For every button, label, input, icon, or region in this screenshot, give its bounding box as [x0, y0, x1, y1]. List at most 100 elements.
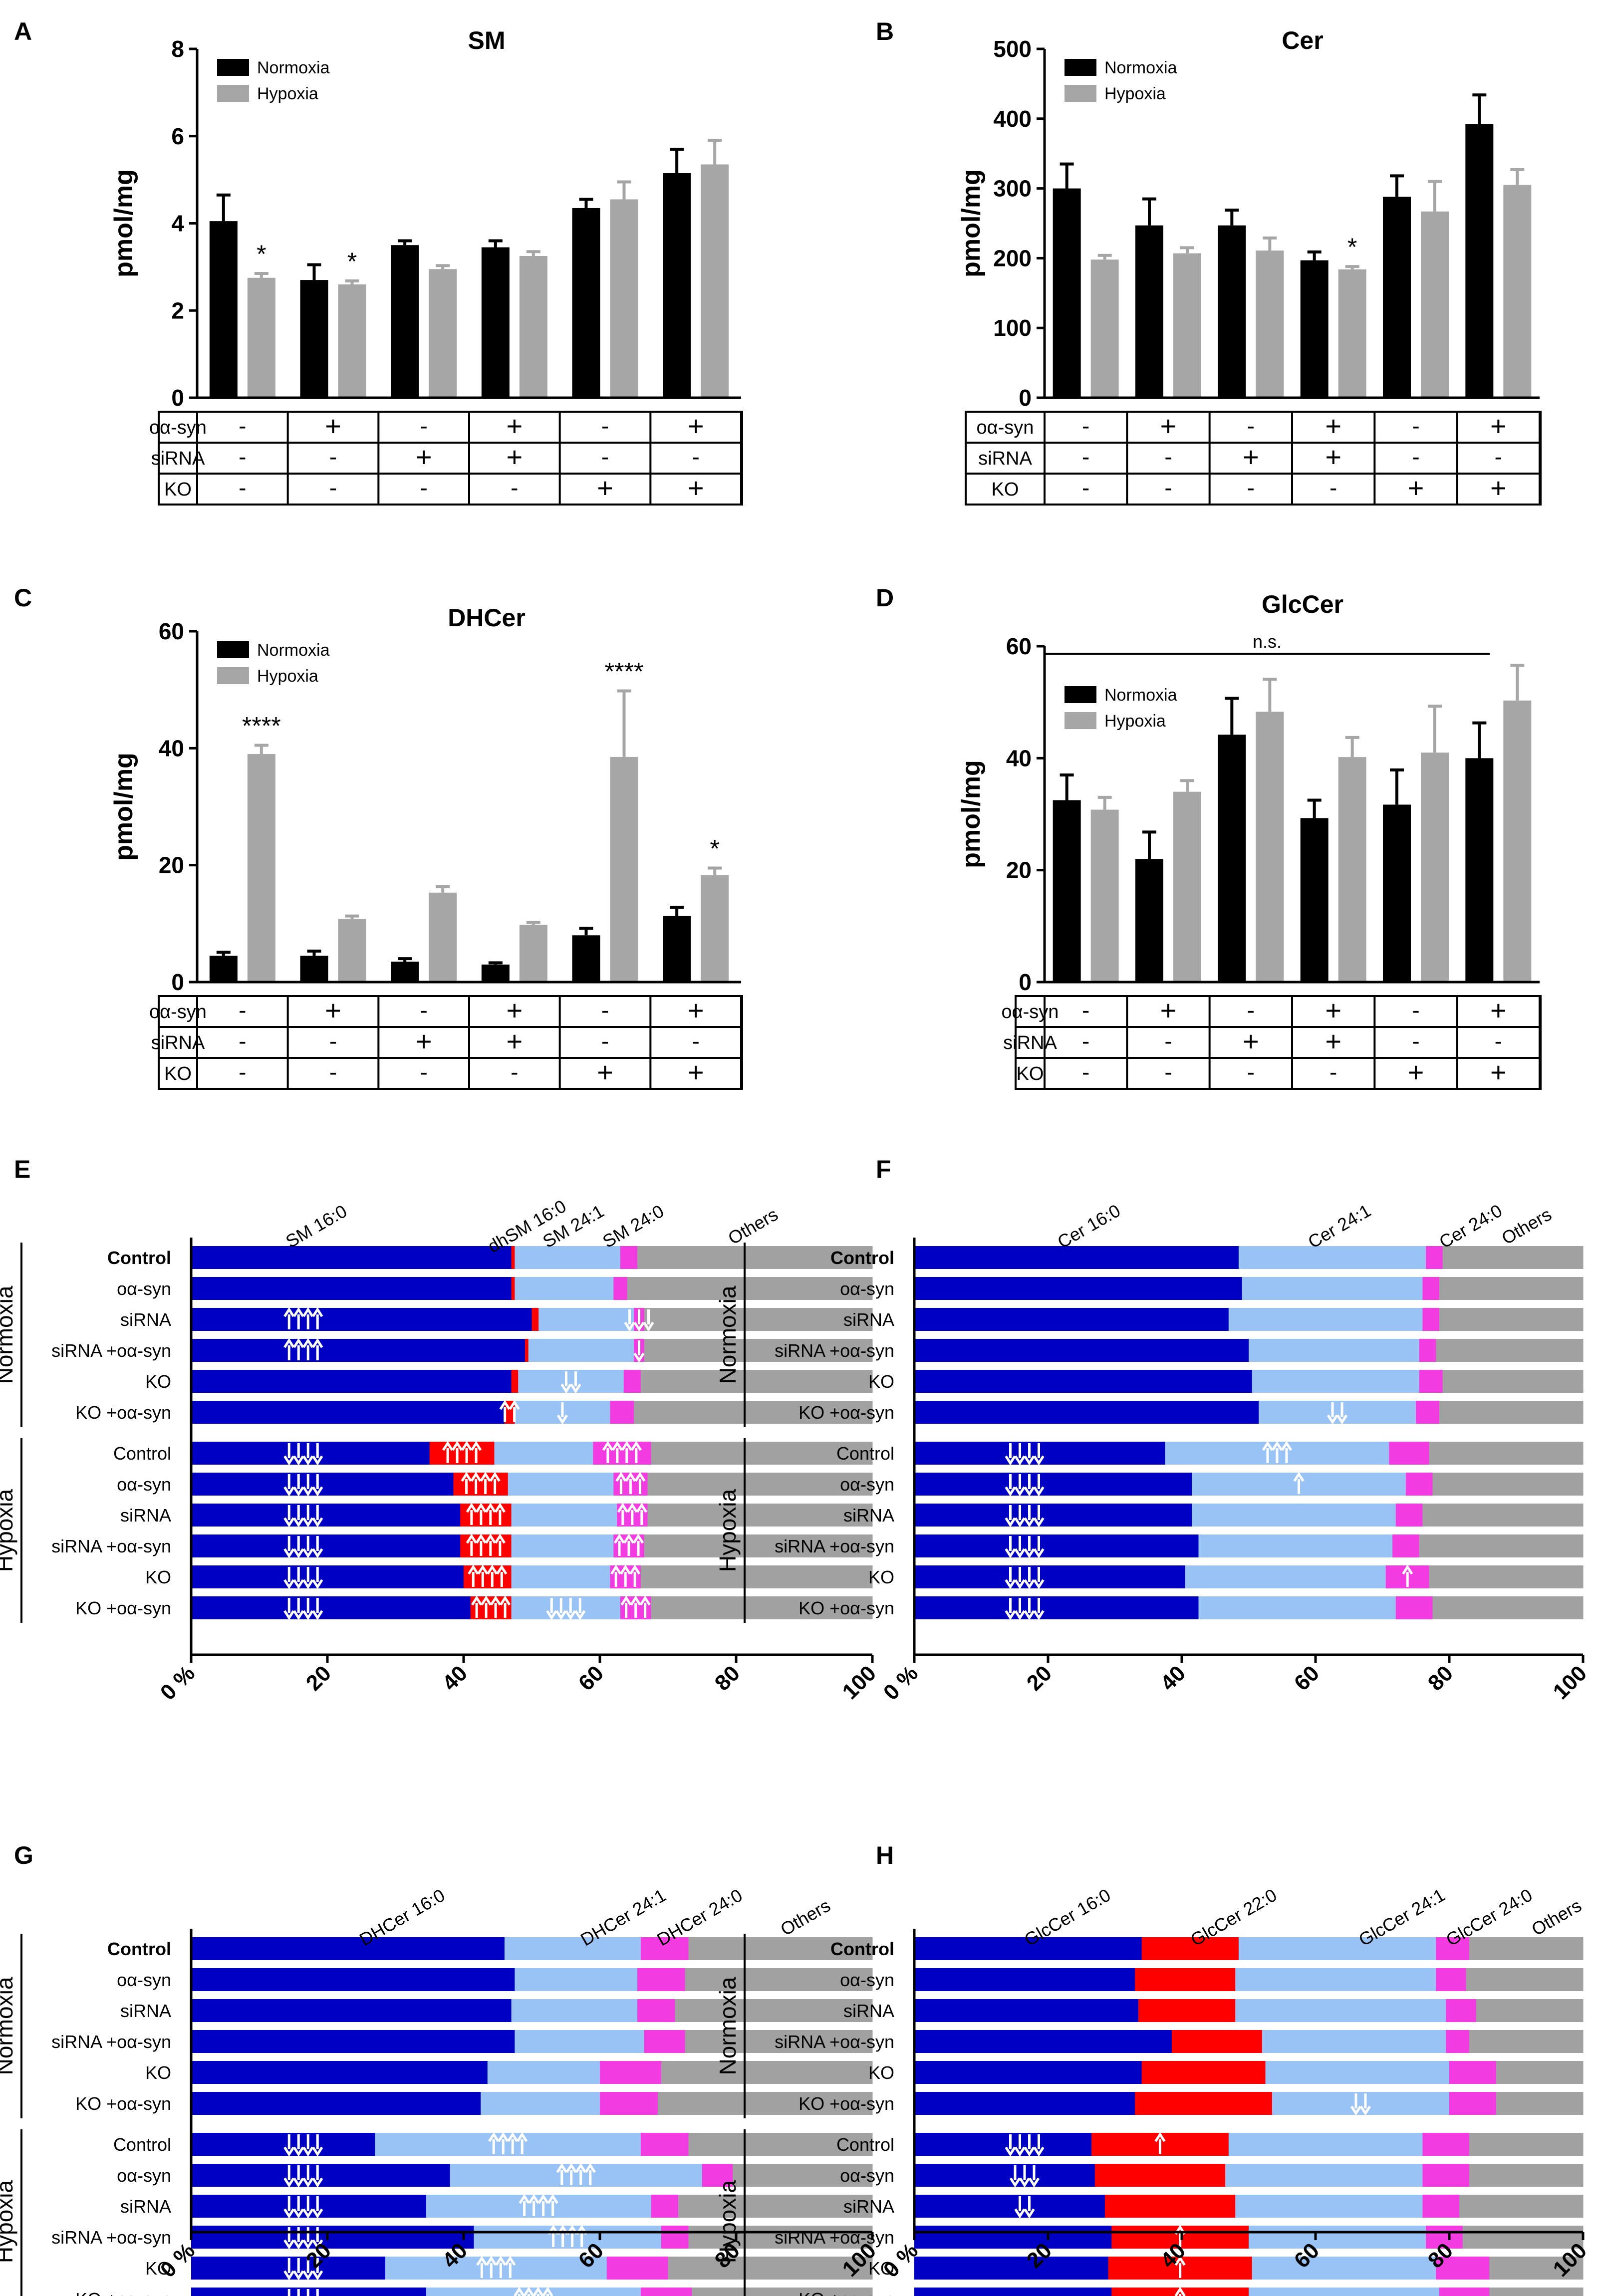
arrow-down — [1033, 1548, 1045, 1558]
table-cell: - — [1247, 413, 1255, 439]
segment-glccer-24-1 — [1272, 2092, 1450, 2115]
arrow-down — [1005, 1455, 1016, 1466]
segment-header: Others — [777, 1895, 834, 1940]
table-cell: - — [601, 997, 609, 1023]
legend-swatch — [1065, 686, 1096, 703]
segment-sm-24-1 — [528, 1339, 634, 1362]
y-tick-label: 100 — [993, 315, 1032, 341]
y-tick-label: 40 — [1006, 745, 1032, 771]
arrow-up — [490, 1595, 502, 1606]
arrow-down — [302, 1486, 314, 1497]
segment-glccer-22-0 — [1094, 2164, 1226, 2187]
arrow-up — [1271, 1441, 1283, 1451]
arrow-up — [486, 2256, 497, 2266]
arrow-up — [302, 1307, 314, 1317]
row-label: KO — [145, 2062, 171, 2083]
bar-normoxia — [1383, 804, 1411, 982]
segment-cer-16-0 — [914, 1339, 1249, 1362]
arrow-down — [293, 1486, 304, 1497]
arrow-up — [1154, 2132, 1166, 2142]
bar-normoxia — [572, 208, 600, 398]
arrow-down — [1014, 1610, 1026, 1620]
segment-cer-24-1 — [1198, 1596, 1396, 1619]
panel-d: D GlcCer 0 20 40 60 pmol/mg n.s. Normoxia Hypoxia… — [876, 584, 1542, 1090]
row-label: KO +oα-syn — [75, 1598, 171, 1618]
arrow-down — [293, 1455, 304, 1466]
segment-sm-24-1 — [518, 1370, 624, 1393]
arrow-down — [1024, 2146, 1035, 2157]
segment-others — [1466, 1968, 1584, 1991]
segment-dhcer-16-0 — [191, 2030, 515, 2053]
segment-others — [661, 2061, 873, 2084]
row-label: Control — [107, 1939, 171, 1959]
arrow-up — [480, 1472, 491, 1482]
segment-dhcer-24-0 — [606, 2257, 668, 2280]
arrow-down — [555, 1610, 567, 1620]
condition-table — [1015, 995, 1542, 1090]
arrow-down — [283, 2270, 295, 2281]
table-cell: - — [1247, 1059, 1255, 1085]
group-label-normoxia: Normoxia — [0, 1285, 17, 1384]
arrow-down — [302, 2177, 314, 2188]
arrow-up — [584, 2163, 596, 2173]
bar-hypoxia — [429, 892, 457, 982]
segment-glccer-16-0 — [914, 2030, 1172, 2053]
y-tick-label: 200 — [993, 245, 1032, 271]
x-tick-label: 40 — [1156, 1661, 1190, 1695]
arrow-down — [1359, 2105, 1371, 2116]
bar-hypoxia — [1421, 211, 1449, 398]
table-cell: - — [601, 1028, 609, 1054]
segment-sm-24-1 — [511, 1504, 617, 1527]
segment-glccer-22-0 — [1135, 2092, 1273, 2115]
segment-dhcer-16-0 — [191, 2133, 376, 2156]
group-label-hypoxia: Hypoxia — [0, 2180, 17, 2263]
bar-hypoxia — [519, 256, 547, 398]
bar-normoxia — [209, 221, 238, 398]
row-label: siRNA +oα-syn — [51, 1536, 171, 1556]
legend-swatch — [217, 641, 249, 658]
arrow-down — [1014, 1486, 1026, 1497]
arrow-down — [302, 2208, 314, 2219]
arrow-up — [533, 2287, 544, 2296]
arrow-up — [461, 1441, 473, 1451]
table-cell: - — [1330, 1059, 1337, 1085]
segment-cer-24-1 — [1185, 1565, 1386, 1588]
segment-glccer-16-0 — [914, 2226, 1112, 2249]
segment-others — [658, 2092, 873, 2115]
segment-sm-16-0 — [191, 1246, 512, 1269]
segment-others — [1476, 1999, 1584, 2022]
arrow-up — [621, 1441, 632, 1451]
segment-others — [1439, 1308, 1584, 1331]
row-label: KO +oα-syn — [799, 2093, 894, 2114]
arrow-up — [626, 1503, 638, 1513]
table-cell: - — [239, 475, 246, 501]
row-label: oα-syn — [117, 1278, 171, 1299]
segment-sm-24-1 — [494, 1442, 593, 1465]
table-cell: + — [506, 410, 523, 442]
row-label: KO — [145, 2258, 171, 2279]
arrow-up — [451, 1441, 463, 1451]
arrow-down — [312, 2177, 323, 2188]
segment-cer-16-0 — [914, 1534, 1199, 1557]
arrow-down — [546, 1610, 557, 1620]
arrow-down — [1033, 1486, 1045, 1497]
row-label: oα-syn — [840, 1474, 894, 1495]
arrow-down — [312, 1517, 323, 1528]
table-row-label: oα-syn — [1002, 1002, 1059, 1022]
table-cell: + — [1490, 1056, 1507, 1088]
arrow-down — [624, 1321, 635, 1332]
group-label-normoxia: Normoxia — [715, 1285, 741, 1384]
segment-cer-24-0 — [1405, 1473, 1433, 1496]
segment-glccer-24-1 — [1252, 2257, 1436, 2280]
panel-label: B — [876, 17, 894, 45]
segment-dhcer-24-1 — [426, 2288, 641, 2296]
legend-label: Hypoxia — [257, 84, 318, 103]
segment-dhcer-24-1 — [385, 2257, 607, 2280]
arrow-up — [615, 1472, 627, 1482]
segment-glccer-22-0 — [1104, 2195, 1236, 2218]
arrow-up — [636, 1503, 647, 1513]
arrow-up — [485, 1503, 496, 1513]
segment-glccer-16-0 — [914, 2092, 1135, 2115]
segment-sm-16-0 — [191, 1534, 461, 1557]
segment-others — [644, 1534, 873, 1557]
